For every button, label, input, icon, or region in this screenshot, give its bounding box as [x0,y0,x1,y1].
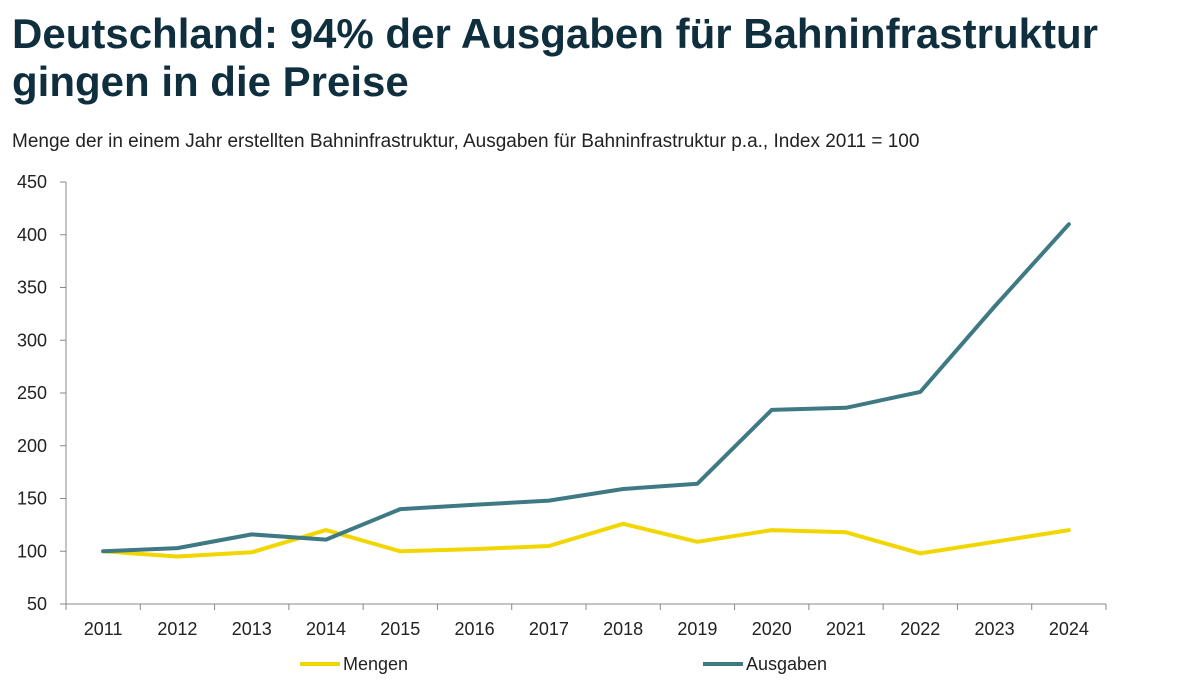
y-tick-label: 200 [17,436,47,456]
x-tick-label: 2014 [306,619,346,639]
x-tick-label: 2023 [975,619,1015,639]
y-tick-label: 350 [17,278,47,298]
y-tick-label: 250 [17,383,47,403]
y-tick-label: 400 [17,225,47,245]
x-tick-label: 2011 [84,619,123,639]
series-line-ausgaben [101,222,1071,554]
chart-series [101,222,1071,559]
x-tick-label: 2012 [157,619,197,639]
x-tick-label: 2018 [603,619,643,639]
x-tick-label: 2013 [232,619,272,639]
y-tick-label: 100 [17,541,47,561]
x-tick-label: 2022 [900,619,940,639]
x-tick-label: 2019 [677,619,717,639]
x-tick-label: 2020 [752,619,792,639]
x-tick-label: 2015 [380,619,420,639]
x-tick-label: 2016 [455,619,495,639]
y-tick-label: 50 [27,594,47,614]
y-tick-label: 450 [17,172,47,192]
y-tick-label: 150 [17,489,47,509]
chart-axes: 50 100 150 200 250 300 350 400 450 2011 2012 2013 20… [17,172,1107,639]
legend-label-ausgaben: Ausgaben [746,654,827,674]
legend-label-mengen: Mengen [343,654,408,674]
y-tick-label: 300 [17,330,47,350]
series-line-mengen [101,521,1071,559]
x-tick-label: 2021 [826,619,866,639]
x-tick-label: 2024 [1049,619,1089,639]
chart-subtitle: Menge der in einem Jahr erstellten Bahni… [12,131,920,152]
x-tick-label: 2017 [529,619,569,639]
chart-legend: Mengen Ausgaben [300,654,827,674]
chart-title: Deutschland: 94% der Ausgaben für Bahnin… [12,10,1098,105]
